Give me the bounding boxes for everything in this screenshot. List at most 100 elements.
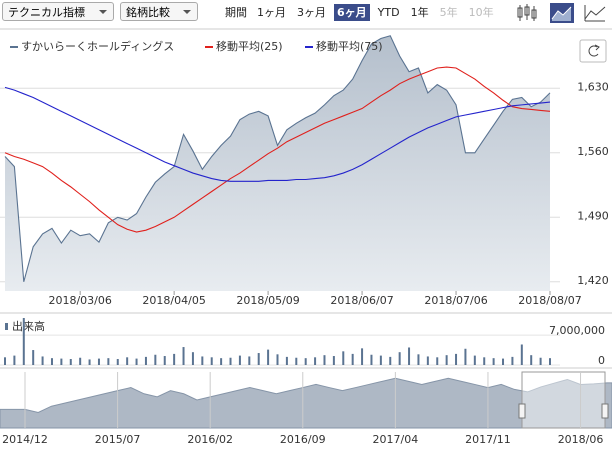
volume-bar [276, 354, 279, 365]
volume-bar [60, 358, 63, 365]
volume-bar [22, 318, 25, 365]
candle-icon[interactable] [517, 4, 537, 21]
volume-bar [304, 358, 307, 365]
volume-bar [342, 351, 345, 365]
volume-bar [267, 349, 270, 365]
range-button[interactable]: 3ヶ月 [297, 6, 326, 19]
x-tick-label: 2017/04 [373, 433, 419, 446]
volume-bar [88, 359, 91, 365]
volume-bar [483, 357, 486, 365]
volume-bar [79, 357, 82, 365]
x-tick-label: 2018/08/07 [518, 294, 581, 307]
volume-bar [163, 356, 166, 365]
navigator-window [521, 371, 606, 429]
navigator-area [0, 377, 612, 429]
volume-bar [220, 358, 223, 365]
panel-title: 出来高 [12, 319, 45, 333]
volume-bar [473, 355, 476, 365]
volume-bar [530, 355, 533, 365]
y-tick-label: 1,420 [577, 274, 609, 287]
volume-bar [126, 357, 129, 365]
volume-bar [549, 358, 551, 365]
range-button: 10年 [468, 6, 494, 19]
volume-bar [370, 354, 373, 365]
volume-bar [502, 358, 505, 365]
x-tick-label: 2015/07 [95, 433, 141, 446]
navigator-handle [601, 403, 609, 419]
reload-button[interactable] [579, 39, 607, 63]
range-button[interactable]: YTD [377, 6, 400, 19]
range-button[interactable]: 1年 [410, 6, 429, 19]
volume-bar [97, 358, 100, 365]
volume-bar [4, 357, 6, 365]
legend-label: 移動平均(75) [316, 39, 383, 53]
volume-bar [144, 356, 147, 365]
x-tick-label: 2018/06/07 [330, 294, 393, 307]
volume-bar [173, 353, 176, 365]
y-tick-label: 1,630 [577, 80, 609, 93]
volume-bar [351, 353, 354, 365]
x-tick-label: 2018/06 [558, 433, 604, 446]
volume-bar [248, 356, 251, 365]
volume-bar [511, 356, 514, 365]
x-tick-label: 2014/12 [2, 433, 48, 446]
volume-bar [520, 344, 523, 365]
volume-bar [50, 358, 53, 365]
volume-bar [361, 348, 364, 365]
x-tick-label: 2017/11 [465, 433, 511, 446]
y-tick-label: 7,000,000 [549, 324, 605, 337]
volume-bar [32, 350, 35, 365]
volume-bar [539, 357, 542, 365]
volume-bar [285, 356, 288, 365]
volume-icon [5, 323, 8, 330]
volume-bar [238, 355, 241, 365]
volume-bar [379, 355, 382, 365]
range-button[interactable]: 6ヶ月 [334, 4, 370, 21]
line-icon[interactable] [584, 5, 606, 22]
line [4, 86, 551, 182]
volume-bar [69, 359, 72, 365]
volume-bar [323, 355, 326, 365]
volume-bar [154, 354, 157, 365]
range-button[interactable]: 1ヶ月 [257, 6, 286, 19]
y-tick-label: 1,560 [577, 145, 609, 158]
volume-bar [257, 353, 260, 365]
volume-bar [191, 352, 194, 365]
volume-bar [455, 353, 458, 365]
indicator-dropdown[interactable]: テクニカル指標 [2, 2, 114, 21]
line [4, 35, 551, 282]
volume-bar [295, 357, 298, 365]
volume-bar [229, 357, 232, 365]
x-tick-label: 2016/09 [280, 433, 326, 446]
volume-bar [107, 358, 110, 365]
chart-type-icons [517, 3, 606, 23]
legend-label: 移動平均(25) [216, 39, 283, 53]
x-tick-label: 2018/07/06 [424, 294, 487, 307]
volume-bar [398, 352, 401, 365]
volume-bar [426, 356, 429, 365]
period-label: 期間 [225, 6, 247, 19]
y-tick-label: 0 [598, 354, 605, 367]
volume-bar [41, 356, 44, 365]
y-tick-label: 1,490 [577, 209, 609, 222]
volume-bar [464, 348, 467, 365]
area [5, 35, 550, 292]
navigator-handle [518, 403, 526, 419]
x-tick-label: 2016/02 [187, 433, 233, 446]
toolbar: テクニカル指標 銘柄比較 期間 1ヶ月 3ヶ月 6ヶ月 YTD 1年 5年 10年 [0, 0, 612, 28]
volume-bar [417, 354, 420, 365]
legend-label: すかいらーくホールディングス [21, 39, 174, 53]
x-tick-label: 2018/04/05 [142, 294, 205, 307]
volume-bar [182, 347, 185, 365]
volume-bar [445, 355, 448, 365]
range-button: 5年 [439, 6, 458, 19]
compare-dropdown[interactable]: 銘柄比較 [120, 2, 198, 21]
volume-bar [314, 357, 317, 365]
volume-bar [332, 356, 335, 365]
volume-bar [210, 357, 213, 365]
volume-bar [135, 358, 138, 365]
volume-bar [492, 358, 495, 365]
area-icon[interactable] [550, 3, 574, 23]
line [4, 66, 551, 233]
